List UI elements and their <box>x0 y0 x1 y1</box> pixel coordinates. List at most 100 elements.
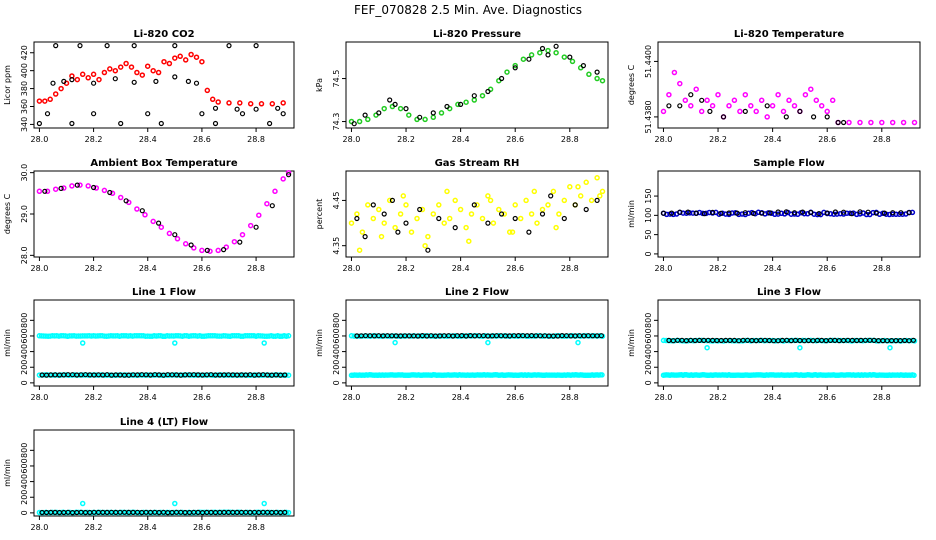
line2-point <box>386 333 393 339</box>
temperature-frame <box>657 41 921 129</box>
co2-point <box>139 72 146 78</box>
pressure-point <box>387 97 393 103</box>
co2-point <box>117 64 124 70</box>
line3-point <box>887 344 893 351</box>
line3-point <box>734 337 740 344</box>
co2-point <box>44 111 51 117</box>
co2-point <box>131 79 137 85</box>
co2-point <box>188 51 194 58</box>
co2-ytick-label: 380 <box>20 81 29 96</box>
sample_flow-ytick-label: 150 <box>644 188 653 203</box>
ambient_box-xtick-label: 28.0 <box>31 264 49 273</box>
pressure-point <box>458 101 464 108</box>
sample_flow-point <box>660 210 667 216</box>
pressure-point <box>356 118 363 125</box>
rh-point <box>499 211 505 217</box>
sample_flow-point <box>767 210 773 216</box>
line3-ytick-label: 800 <box>644 313 653 328</box>
pressure-panel: Li-820 Pressure 28.0 28.2 28.4 28.6 28.8 74.3 7… <box>315 29 609 144</box>
ambient_box-point <box>264 200 270 207</box>
temperature-point <box>764 103 770 109</box>
co2-panel: Li-820 CO2 28.0 28.2 28.4 28.6 28.8 340 360 380 4… <box>3 29 295 144</box>
rh-point <box>561 197 568 204</box>
line3-point <box>911 372 917 379</box>
line1-ylabel: ml/min <box>3 329 12 357</box>
line2-point <box>351 333 357 339</box>
temperature-point <box>764 114 770 120</box>
temperature-point <box>731 97 738 104</box>
temperature-point <box>802 91 809 98</box>
rh-series-sample <box>348 175 606 253</box>
line2-point <box>392 339 398 346</box>
sample_flow-point <box>890 210 896 216</box>
line2-ytick-label: 0 <box>332 380 341 385</box>
sample_flow-point <box>808 209 814 216</box>
rh-point <box>436 215 442 222</box>
rh-point <box>359 229 366 235</box>
rh-xtick-label: 28.8 <box>561 264 579 273</box>
co2-point <box>269 101 276 107</box>
line3-xtick-label: 28.4 <box>764 393 782 402</box>
co2-point <box>172 74 178 80</box>
ambient_box-point <box>221 247 227 253</box>
sample_flow-ytick-label: 100 <box>644 208 653 223</box>
sample_flow-point <box>909 209 916 216</box>
rh-point <box>446 215 453 222</box>
pressure-point <box>479 92 486 99</box>
pressure-point <box>417 114 423 120</box>
co2-xtick-label: 28.6 <box>193 135 211 144</box>
co2-point <box>69 76 75 83</box>
rh-point <box>577 193 584 199</box>
line1-point <box>71 372 78 378</box>
line3-panel: Line 3 Flow 28.0 28.2 28.4 28.6 28.8 0 20040060… <box>627 287 921 402</box>
ambient_box-point <box>231 238 238 245</box>
rh-point <box>400 193 407 199</box>
line2-point <box>561 333 568 339</box>
rh-xtick-label: 28.4 <box>452 264 470 273</box>
sample_flow-point <box>849 211 855 217</box>
line1-point <box>79 340 86 346</box>
co2-point <box>96 76 102 83</box>
ambient_box-panel: Ambient Box Temperature 28.0 28.2 28.4 28.6 2… <box>3 158 295 273</box>
co2-point <box>212 105 219 111</box>
temperature-point <box>699 97 705 103</box>
temperature-series-calibration <box>666 92 847 126</box>
temperature-panel: Li-820 Temperature 28.0 28.2 28.4 28.6 28.8 51… <box>627 29 921 144</box>
ambient_box-point <box>58 185 64 191</box>
line4-xtick-label: 28.8 <box>247 523 265 532</box>
sample_flow-point <box>870 209 876 216</box>
co2-point <box>61 78 67 85</box>
co2-point <box>150 67 156 74</box>
rh-point <box>599 188 606 195</box>
line4-point <box>282 509 288 516</box>
rh-point <box>553 224 559 231</box>
line2-xtick-label: 28.8 <box>561 393 579 402</box>
ambient_box-ytick-label: 30.0 <box>20 164 29 182</box>
ambient_box-point <box>109 190 116 197</box>
co2-point <box>134 69 140 76</box>
temperature-point <box>829 97 836 104</box>
co2-point <box>50 80 56 86</box>
rh-point <box>378 233 385 240</box>
sample_flow-point <box>709 209 716 215</box>
rh-point <box>457 206 464 213</box>
line2-point <box>539 333 546 339</box>
temperature-point <box>840 119 847 126</box>
ambient_box-point <box>74 182 80 188</box>
ambient_box-point <box>52 186 59 192</box>
ambient_box-point <box>134 206 140 212</box>
line4-point <box>172 500 178 507</box>
pressure-ytick-label: 74.3 <box>332 113 341 131</box>
rh-point <box>376 206 382 213</box>
rh-point <box>572 202 578 208</box>
temperature-point <box>742 91 749 98</box>
temperature-xtick-label: 28.4 <box>764 135 782 144</box>
temperature-point <box>709 103 716 109</box>
ambient_box-point <box>182 241 189 247</box>
pressure-point <box>539 45 546 52</box>
temperature-point <box>677 80 683 87</box>
pressure-point <box>376 110 382 116</box>
temperature-point <box>786 97 792 104</box>
rh-point <box>556 211 562 217</box>
